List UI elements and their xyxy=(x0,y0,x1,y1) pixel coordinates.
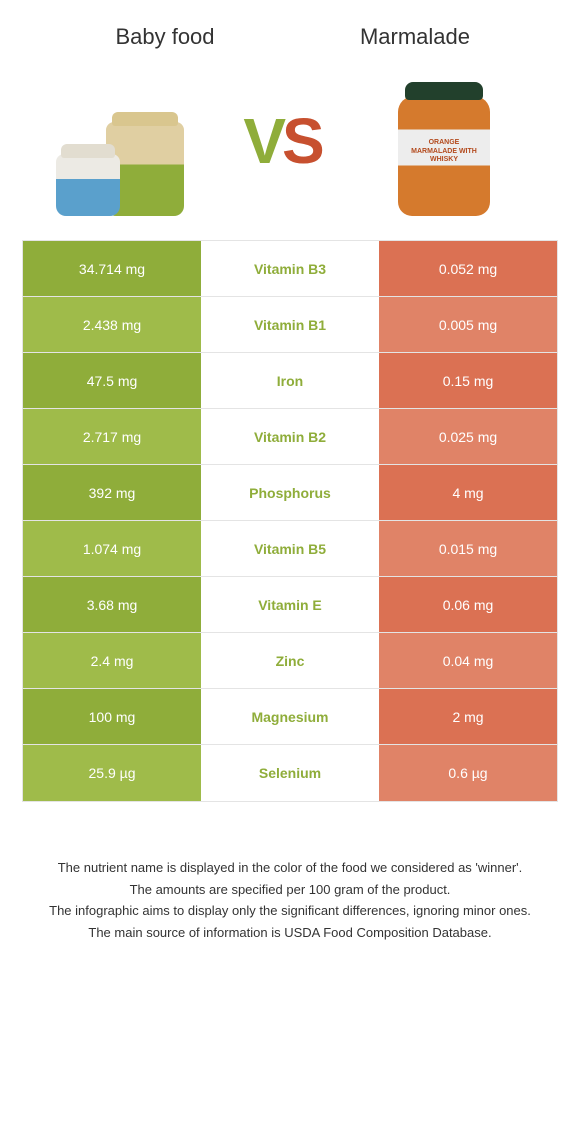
table-row: 3.68 mgVitamin E0.06 mg xyxy=(23,577,557,633)
footnote-line: The infographic aims to display only the… xyxy=(40,901,540,921)
cell-nutrient-name: Vitamin B1 xyxy=(201,297,379,352)
babyfood-jar-small-icon xyxy=(56,154,120,216)
nutrient-table: 34.714 mgVitamin B30.052 mg2.438 mgVitam… xyxy=(22,240,558,802)
table-row: 2.4 mgZinc0.04 mg xyxy=(23,633,557,689)
cell-right-value: 0.06 mg xyxy=(379,577,557,632)
cell-right-value: 0.015 mg xyxy=(379,521,557,576)
marmalade-jar-label: ORANGE MARMALADE WITH WHISKY xyxy=(407,139,481,164)
cell-left-value: 1.074 mg xyxy=(23,521,201,576)
cell-right-value: 2 mg xyxy=(379,689,557,744)
cell-left-value: 3.68 mg xyxy=(23,577,201,632)
marmalade-jar-icon: ORANGE MARMALADE WITH WHISKY xyxy=(398,96,490,216)
table-row: 25.9 µgSelenium0.6 µg xyxy=(23,745,557,801)
table-row: 2.717 mgVitamin B20.025 mg xyxy=(23,409,557,465)
cell-nutrient-name: Selenium xyxy=(201,745,379,801)
table-row: 392 mgPhosphorus4 mg xyxy=(23,465,557,521)
cell-left-value: 392 mg xyxy=(23,465,201,520)
vs-label: VS xyxy=(243,104,320,178)
table-row: 47.5 mgIron0.15 mg xyxy=(23,353,557,409)
cell-nutrient-name: Vitamin B3 xyxy=(201,241,379,296)
marmalade-illustration: ORANGE MARMALADE WITH WHISKY xyxy=(364,66,524,216)
cell-right-value: 0.025 mg xyxy=(379,409,557,464)
table-row: 34.714 mgVitamin B30.052 mg xyxy=(23,241,557,297)
image-row: VS ORANGE MARMALADE WITH WHISKY xyxy=(0,62,580,240)
table-row: 2.438 mgVitamin B10.005 mg xyxy=(23,297,557,353)
cell-left-value: 34.714 mg xyxy=(23,241,201,296)
cell-nutrient-name: Phosphorus xyxy=(201,465,379,520)
cell-left-value: 2.438 mg xyxy=(23,297,201,352)
cell-right-value: 4 mg xyxy=(379,465,557,520)
footnotes: The nutrient name is displayed in the co… xyxy=(0,802,580,942)
footnote-line: The amounts are specified per 100 gram o… xyxy=(40,880,540,900)
cell-right-value: 0.04 mg xyxy=(379,633,557,688)
cell-right-value: 0.052 mg xyxy=(379,241,557,296)
cell-left-value: 2.717 mg xyxy=(23,409,201,464)
cell-left-value: 47.5 mg xyxy=(23,353,201,408)
table-row: 1.074 mgVitamin B50.015 mg xyxy=(23,521,557,577)
vs-s: S xyxy=(282,105,321,177)
footnote-line: The main source of information is USDA F… xyxy=(40,923,540,943)
table-row: 100 mgMagnesium2 mg xyxy=(23,689,557,745)
babyfood-illustration xyxy=(40,66,200,216)
header-title-left: Baby food xyxy=(40,24,290,50)
footnote-line: The nutrient name is displayed in the co… xyxy=(40,858,540,878)
cell-right-value: 0.6 µg xyxy=(379,745,557,801)
cell-nutrient-name: Vitamin E xyxy=(201,577,379,632)
cell-nutrient-name: Magnesium xyxy=(201,689,379,744)
header: Baby food Marmalade xyxy=(0,0,580,62)
cell-left-value: 2.4 mg xyxy=(23,633,201,688)
vs-v: V xyxy=(243,105,282,177)
cell-nutrient-name: Vitamin B5 xyxy=(201,521,379,576)
cell-nutrient-name: Iron xyxy=(201,353,379,408)
cell-left-value: 25.9 µg xyxy=(23,745,201,801)
cell-right-value: 0.15 mg xyxy=(379,353,557,408)
cell-nutrient-name: Vitamin B2 xyxy=(201,409,379,464)
header-title-right: Marmalade xyxy=(290,24,540,50)
cell-right-value: 0.005 mg xyxy=(379,297,557,352)
cell-left-value: 100 mg xyxy=(23,689,201,744)
cell-nutrient-name: Zinc xyxy=(201,633,379,688)
